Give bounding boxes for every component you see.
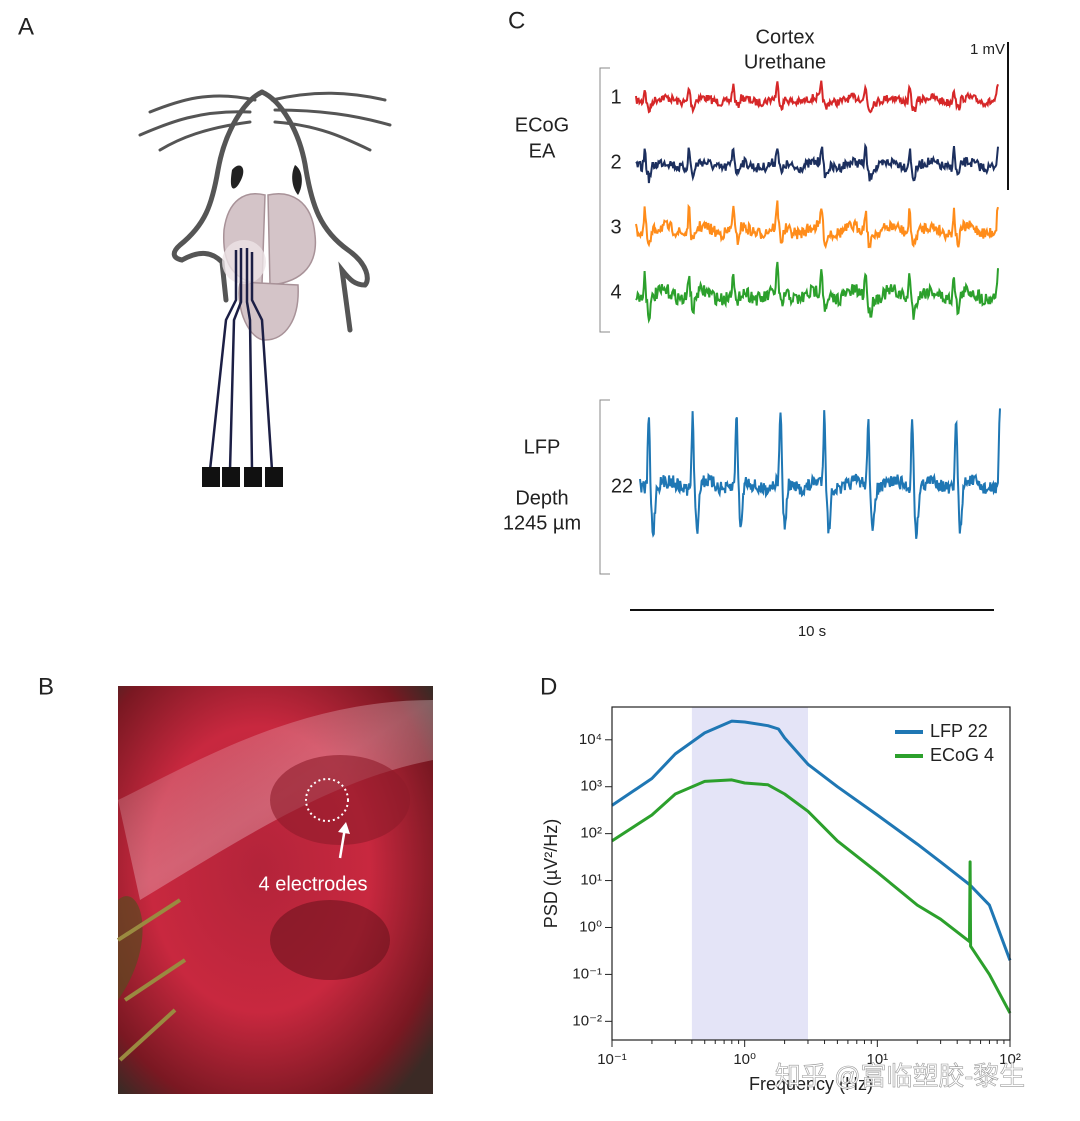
trace-label: 3 <box>610 216 621 238</box>
y-tick-label: 10¹ <box>580 872 602 889</box>
group-label: ECoG <box>515 114 569 136</box>
panel-letter: A <box>18 13 34 40</box>
panel-letter: C <box>508 7 525 34</box>
watermark: 知乎 @富临塑胶-黎生 <box>775 1061 1025 1091</box>
scale-label: 10 s <box>798 623 826 640</box>
panel-title: Cortex <box>756 26 815 48</box>
x-tick-label: 10² <box>999 1051 1021 1068</box>
implant-site <box>222 240 266 284</box>
y-tick-label: 10² <box>580 825 602 842</box>
head-outline-right <box>259 89 370 333</box>
group-label: EA <box>529 140 556 162</box>
highlight-band <box>691 707 808 1040</box>
group-label: 1245 µm <box>503 512 581 534</box>
x-tick-label: 10¹ <box>866 1051 888 1068</box>
trace <box>635 80 999 115</box>
eye-right <box>292 165 302 195</box>
y-axis-label: PSD (µV²/Hz) <box>541 819 561 928</box>
connector-pads <box>202 467 283 487</box>
eye-left <box>230 165 244 189</box>
trace-label: 2 <box>610 151 621 173</box>
panel-letter: D <box>540 673 557 700</box>
x-tick-label: 10⁰ <box>733 1051 756 1068</box>
whiskers-left <box>138 94 257 152</box>
mouse-diagram <box>138 89 392 333</box>
group-label: LFP <box>524 436 561 458</box>
series-line <box>611 778 1012 1014</box>
brain <box>222 193 317 341</box>
y-tick-label: 10³ <box>580 778 602 795</box>
traces: 1 2 3 4 <box>610 80 1001 539</box>
trace-label: 1 <box>610 86 621 108</box>
bracket <box>599 399 610 575</box>
photo-annotation: 4 electrodes <box>259 873 368 895</box>
trace <box>639 408 1001 539</box>
whiskers-right <box>270 91 392 152</box>
x-axis-label: Frequency (Hz) <box>749 1074 873 1094</box>
bracket <box>599 67 610 333</box>
panel-letter: B <box>38 673 54 700</box>
trace <box>635 261 999 324</box>
series-line <box>611 719 1012 961</box>
y-tick-label: 10⁻² <box>572 1012 602 1029</box>
head-outline-left <box>171 89 265 303</box>
trace <box>635 200 999 250</box>
y-tick-label: 10⁻¹ <box>572 965 602 982</box>
y-tick-label: 10⁴ <box>579 731 602 748</box>
trace <box>635 142 999 184</box>
trace-label: 22 <box>611 475 633 497</box>
trace-label: 4 <box>610 281 621 303</box>
surgery-photo <box>116 686 433 1094</box>
x-tick-label: 10⁻¹ <box>597 1051 627 1068</box>
plot-frame <box>611 706 1011 1041</box>
y-tick-label: 10⁰ <box>579 918 602 935</box>
legend-label: LFP 22 <box>930 721 988 741</box>
legend-label: ECoG 4 <box>930 745 994 765</box>
scale-label: 1 mV <box>970 41 1005 58</box>
electrode-array <box>208 248 274 471</box>
group-label: Depth <box>515 487 568 509</box>
psd-chart: D 10⁻¹ 10⁰ 10¹ 10² 10⁻² 10⁻¹ 10⁰ 10¹ 10² 10³ 10⁴ Fre… <box>540 673 1021 1093</box>
panel-title: Urethane <box>744 51 826 73</box>
